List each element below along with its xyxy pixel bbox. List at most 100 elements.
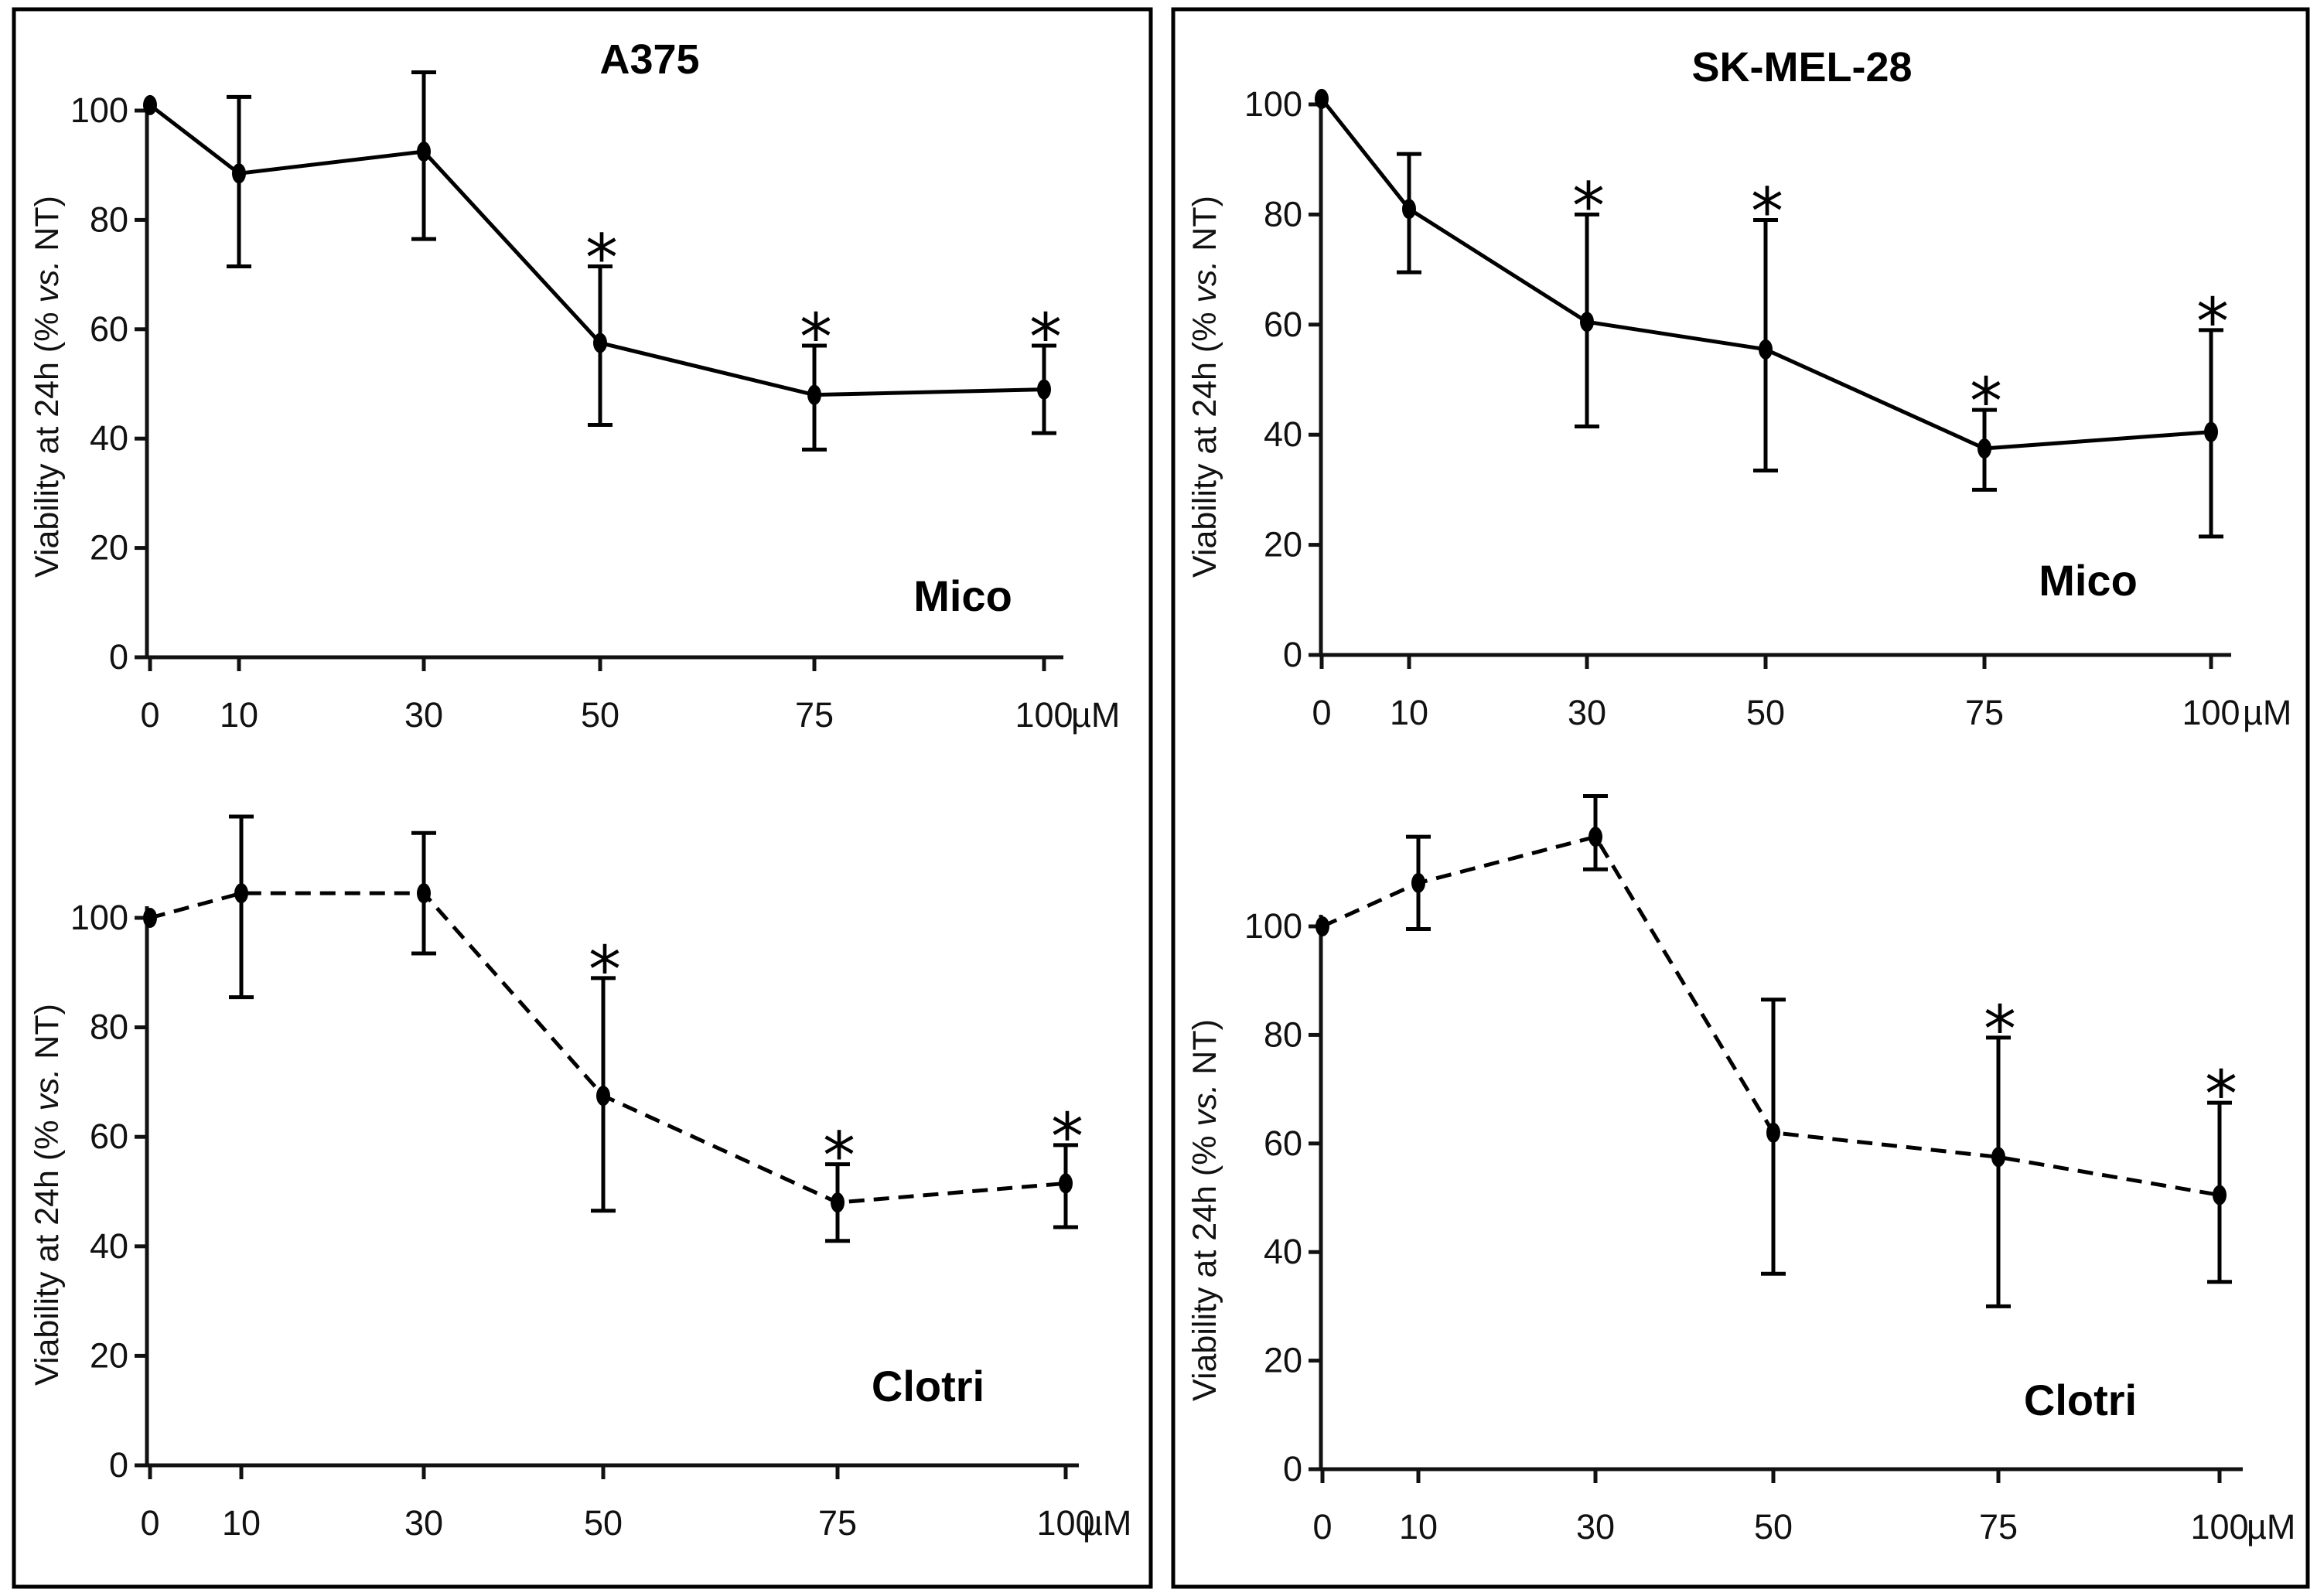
y-tick-label: 80 — [90, 200, 128, 239]
drug-label: Clotri — [2024, 1376, 2137, 1424]
panel-title: A375 — [599, 36, 699, 83]
y-tick-label: 80 — [1264, 1015, 1302, 1054]
y-axis-label-part: NT) — [1186, 1019, 1223, 1084]
y-axis-label-part: vs. — [1186, 1084, 1223, 1127]
significance-star: * — [1572, 168, 1605, 244]
data-point — [143, 94, 157, 115]
significance-star: * — [589, 932, 621, 1008]
data-point — [1580, 312, 1594, 332]
x-tick-label: 0 — [140, 695, 159, 735]
y-tick-label: 20 — [1264, 1341, 1302, 1380]
significance-star: * — [800, 299, 832, 375]
x-tick-label: 100 — [2190, 1507, 2248, 1547]
significance-star: * — [1051, 1099, 1083, 1175]
data-point — [1411, 872, 1425, 893]
data-point — [417, 883, 431, 904]
y-tick-label: 100 — [1244, 906, 1302, 946]
x-tick-label: 75 — [795, 695, 834, 735]
significance-star: * — [823, 1118, 855, 1194]
y-axis-label-part: Viability at 24h (% — [29, 1111, 66, 1386]
y-tick-label: 60 — [90, 1117, 128, 1156]
x-tick-label: 50 — [581, 695, 619, 735]
x-tick-label: 30 — [404, 695, 443, 735]
right-panel-frame — [1171, 7, 2310, 1589]
significance-star: * — [1970, 363, 2002, 439]
data-point — [1759, 339, 1773, 360]
data-point — [1059, 1173, 1073, 1194]
y-axis-label: Viability at 24h (% vs. NT) — [1186, 196, 1223, 578]
data-point — [417, 142, 431, 162]
y-tick-label: 100 — [70, 898, 128, 937]
drug-label: Clotri — [872, 1362, 984, 1410]
y-axis-label-part: Viability at 24h (% — [29, 303, 66, 578]
y-axis-label-part: Viability at 24h (% — [1186, 1127, 1223, 1401]
data-point — [1402, 199, 1416, 220]
x-tick-label: 30 — [1568, 693, 1606, 732]
x-tick-label: 0 — [1312, 1507, 1332, 1547]
data-point — [831, 1192, 845, 1213]
y-tick-label: 20 — [90, 528, 128, 568]
x-tick-label: 100 — [1015, 695, 1073, 735]
y-axis-label-part: vs. — [1186, 261, 1223, 303]
data-point — [807, 384, 821, 405]
y-tick-label: 20 — [1264, 525, 1302, 564]
x-tick-label: 10 — [1390, 693, 1428, 732]
x-tick-label: 0 — [140, 1503, 159, 1543]
x-unit-label: µM — [2243, 693, 2291, 732]
data-point — [593, 332, 607, 353]
x-tick-label: 10 — [220, 695, 258, 735]
data-point — [143, 908, 157, 928]
y-axis-label-part: vs. — [29, 261, 66, 303]
x-tick-label: 10 — [222, 1503, 261, 1543]
x-tick-label: 50 — [1746, 693, 1785, 732]
x-tick-label: 10 — [1399, 1507, 1438, 1547]
y-tick-label: 40 — [90, 418, 128, 458]
data-point — [1315, 916, 1329, 936]
y-tick-label: 40 — [1264, 1232, 1302, 1271]
y-tick-label: 60 — [1264, 1124, 1302, 1163]
y-tick-label: 60 — [90, 309, 128, 349]
x-tick-label: 100 — [1036, 1503, 1094, 1543]
y-axis-label-part: NT) — [29, 196, 66, 261]
y-tick-label: 100 — [70, 90, 128, 130]
x-tick-label: 75 — [1979, 1507, 2018, 1547]
data-point — [1977, 438, 1991, 459]
y-axis-label: Viability at 24h (% vs. NT) — [29, 1004, 66, 1386]
y-axis-label-part: Viability at 24h (% — [1186, 303, 1223, 578]
significance-star: * — [1029, 299, 1062, 375]
series-line — [149, 891, 1066, 1205]
significance-star: * — [2205, 1056, 2237, 1132]
data-point — [1588, 827, 1602, 847]
y-axis-label-part: NT) — [29, 1004, 66, 1069]
y-tick-label: 60 — [1264, 305, 1302, 344]
series-line — [1321, 834, 2220, 1197]
y-tick-label: 0 — [109, 637, 128, 677]
panel-title: SK-MEL-28 — [1691, 44, 1912, 90]
y-tick-label: 80 — [90, 1008, 128, 1047]
x-tick-label: 30 — [1576, 1507, 1615, 1547]
x-tick-label: 30 — [404, 1503, 443, 1543]
y-axis-label-part: vs. — [29, 1069, 66, 1111]
y-axis-label: Viability at 24h (% vs. NT) — [1186, 1019, 1223, 1401]
y-axis-label: Viability at 24h (% vs. NT) — [29, 196, 66, 578]
y-tick-label: 100 — [1244, 84, 1302, 124]
y-tick-label: 40 — [1264, 414, 1302, 454]
y-tick-label: 40 — [90, 1226, 128, 1266]
x-tick-label: 100 — [2182, 693, 2240, 732]
data-point — [2204, 421, 2218, 442]
y-tick-label: 0 — [1283, 635, 1302, 674]
left-panel-frame — [12, 7, 1153, 1589]
x-tick-label: 75 — [1965, 693, 2004, 732]
x-unit-label: µM — [1071, 695, 1120, 735]
y-tick-label: 0 — [109, 1445, 128, 1485]
data-point — [1991, 1147, 2005, 1168]
y-tick-label: 20 — [90, 1335, 128, 1375]
drug-label: Mico — [913, 571, 1012, 620]
x-tick-label: 75 — [818, 1503, 857, 1543]
